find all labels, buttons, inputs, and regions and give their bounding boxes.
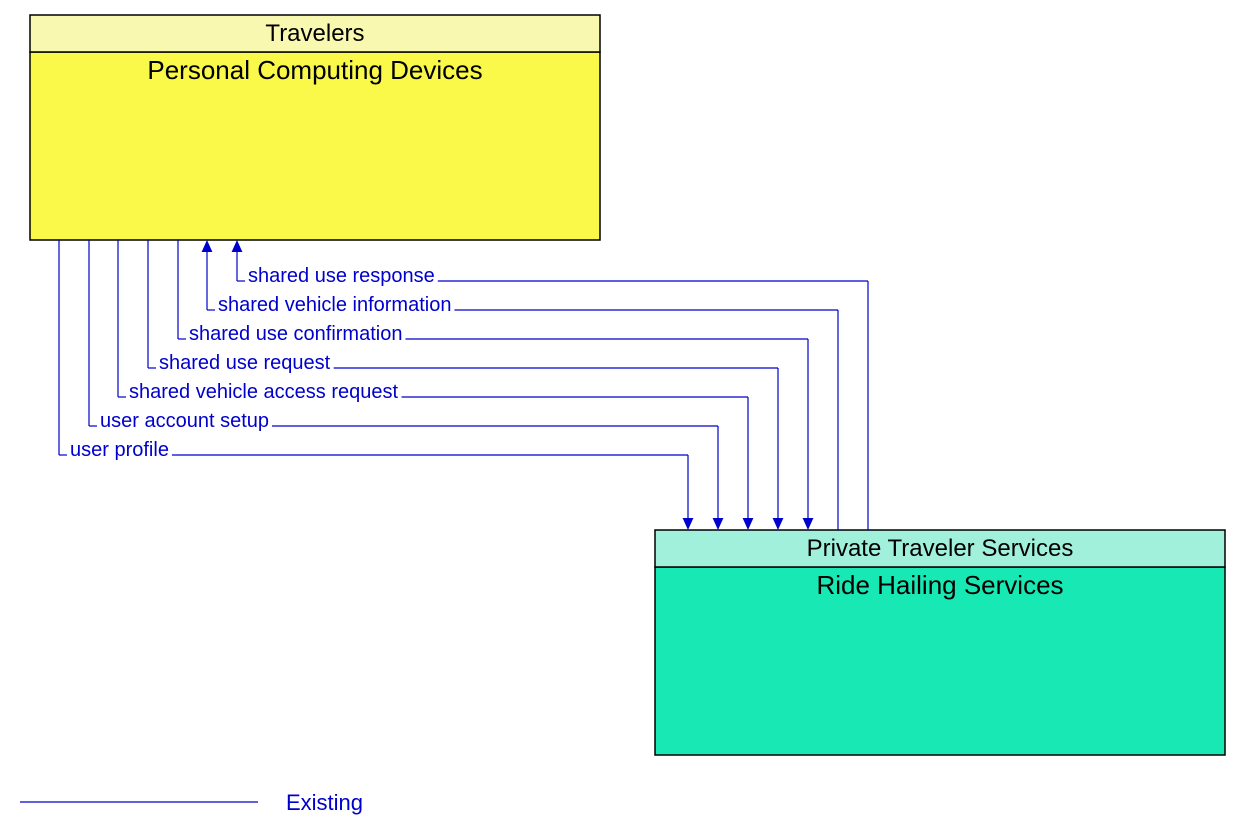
legend-label: Existing — [286, 790, 363, 815]
arrowhead — [713, 518, 724, 530]
arrowhead — [773, 518, 784, 530]
flow-label-2: shared use confirmation — [189, 323, 402, 345]
flow-label-4: shared vehicle access request — [129, 381, 398, 403]
top-header-text: Travelers — [265, 20, 364, 47]
flow-4: shared vehicle access request — [118, 240, 753, 530]
arrowhead — [743, 518, 754, 530]
legend: Existing — [20, 790, 363, 815]
arrowhead — [232, 240, 243, 252]
bottom-header-text: Private Traveler Services — [807, 535, 1074, 562]
flow-label-1: shared vehicle information — [218, 294, 451, 316]
bottom-body-text: Ride Hailing Services — [816, 570, 1063, 600]
top-box: Travelers Personal Computing Devices — [30, 15, 600, 240]
arrowhead — [202, 240, 213, 252]
flow-label-3: shared use request — [159, 352, 331, 374]
flow-label-5: user account setup — [100, 410, 269, 432]
arrowhead — [683, 518, 694, 530]
flow-label-6: user profile — [70, 439, 169, 461]
flow-label-0: shared use response — [248, 265, 435, 287]
top-body-text: Personal Computing Devices — [147, 55, 482, 85]
arrowhead — [803, 518, 814, 530]
bottom-box: Private Traveler Services Ride Hailing Se… — [655, 530, 1225, 755]
